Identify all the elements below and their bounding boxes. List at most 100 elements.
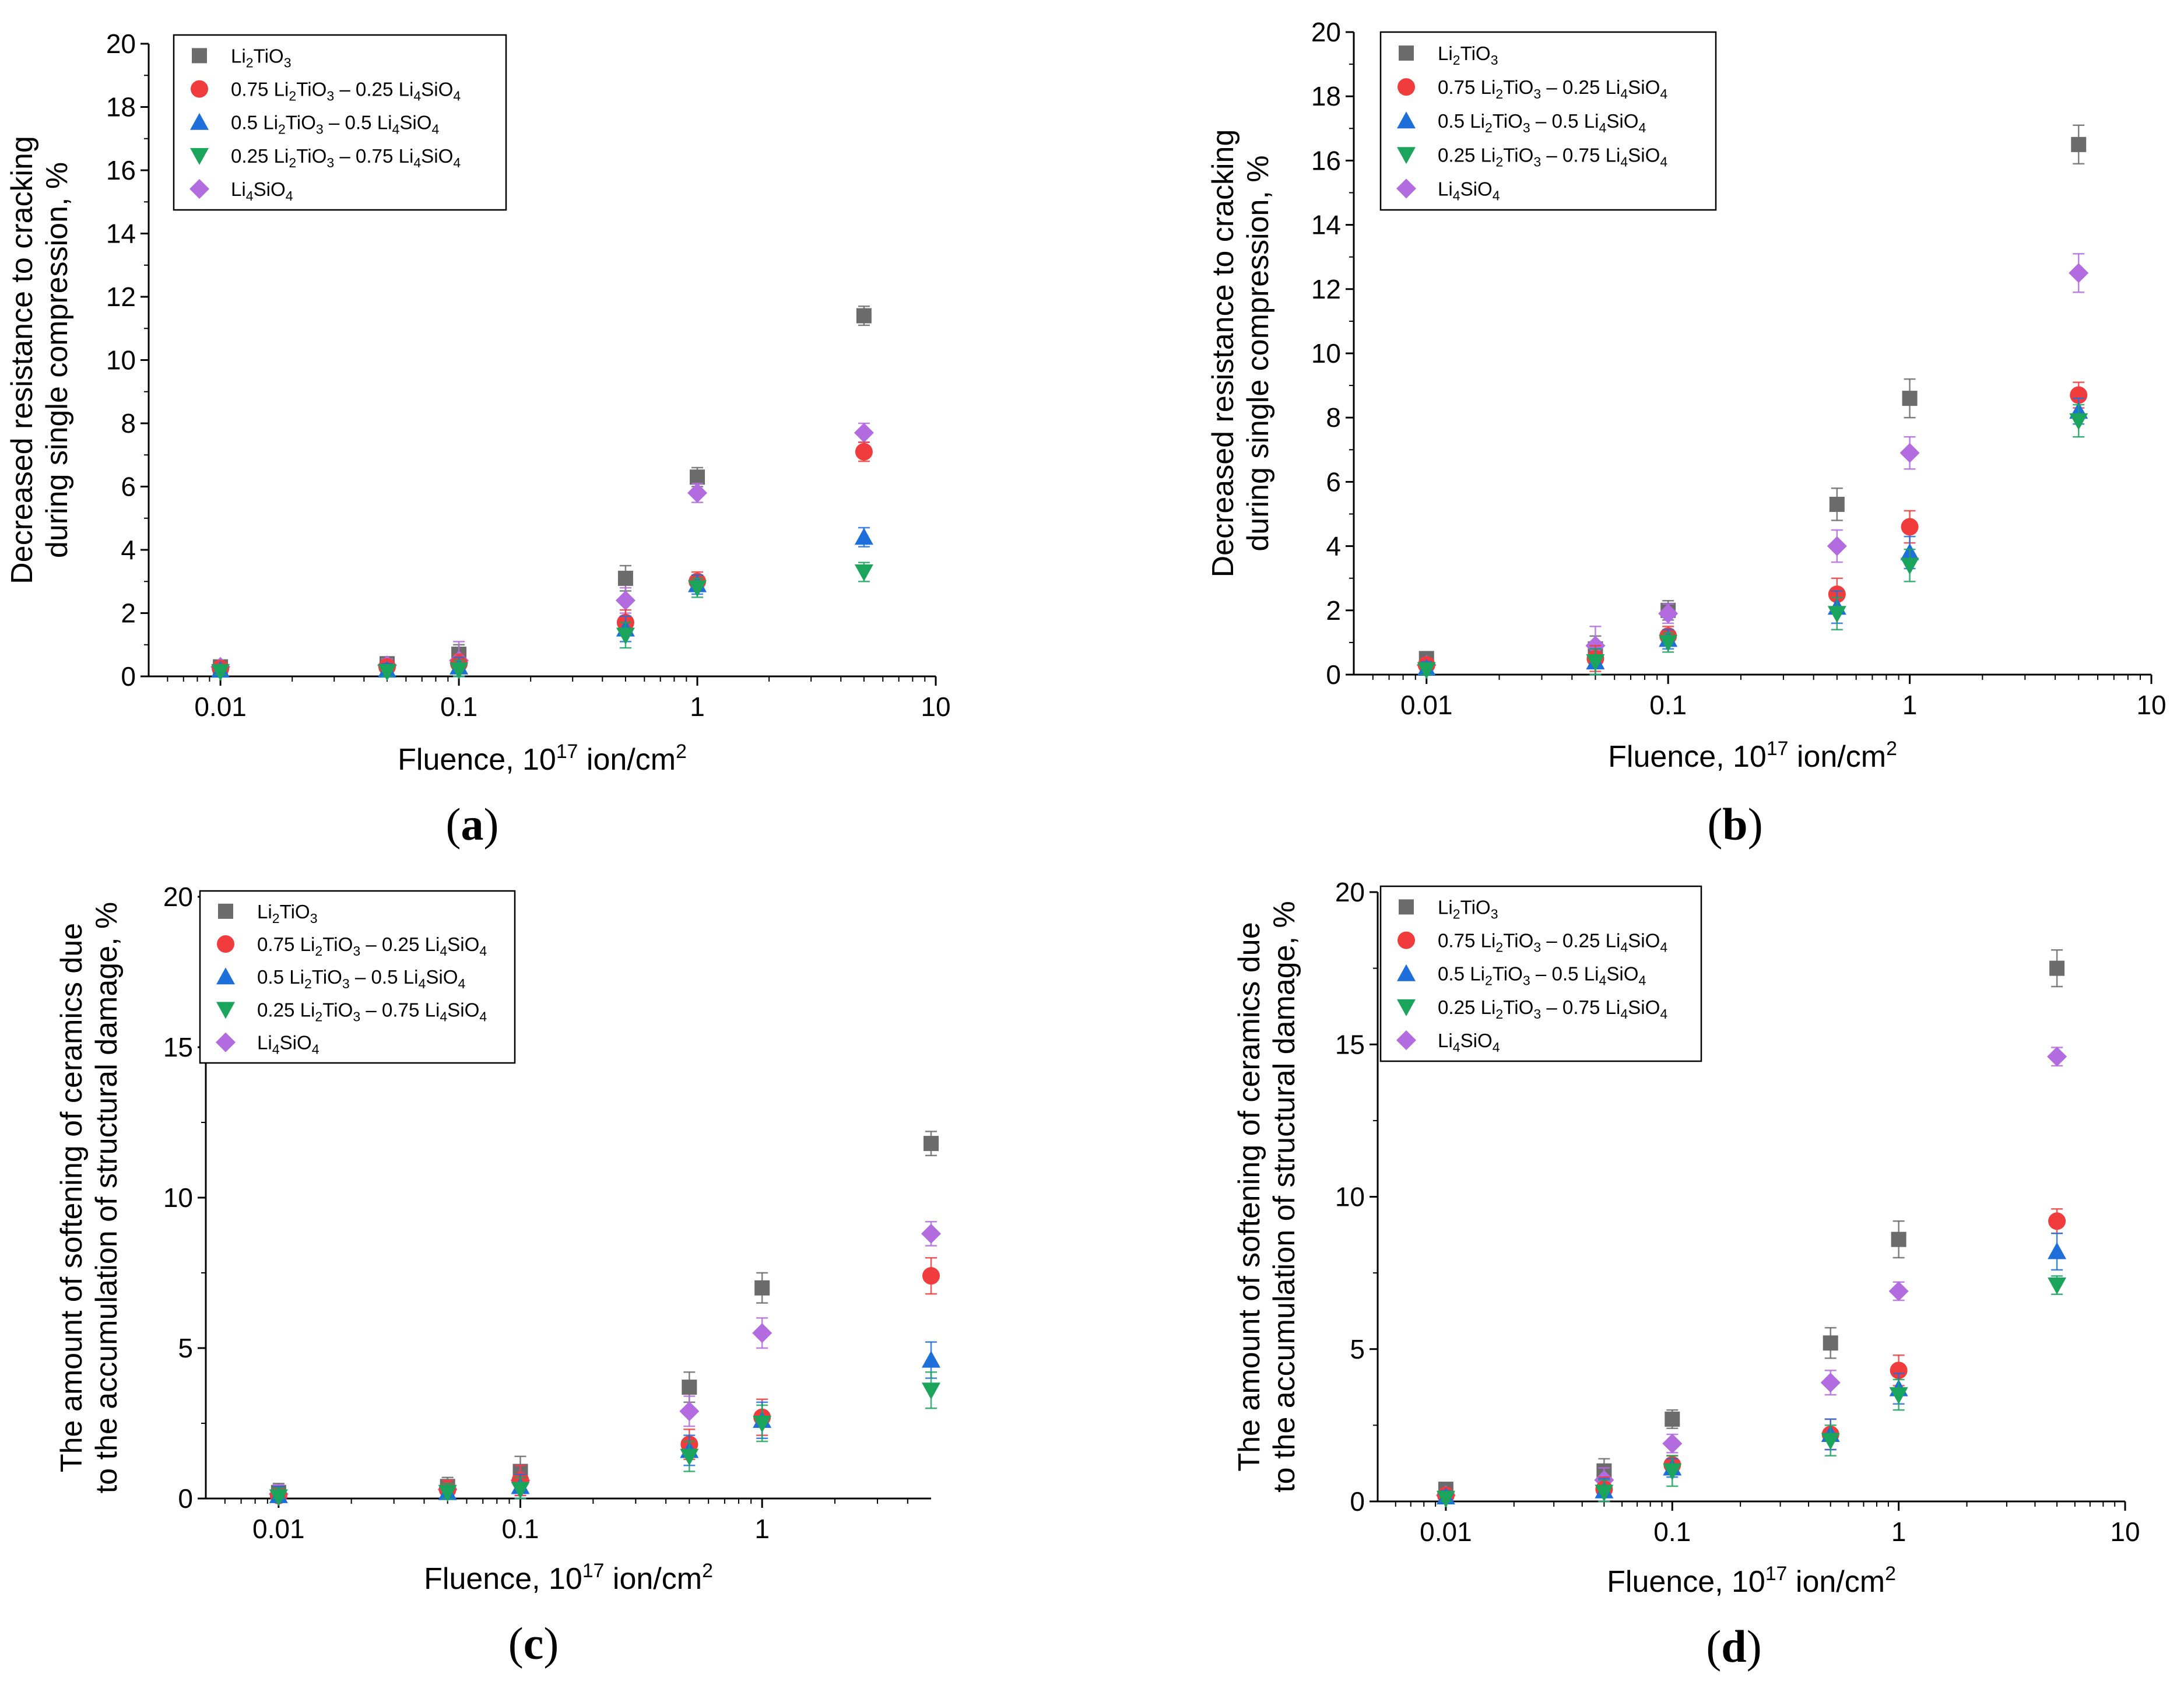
data-point (438, 1485, 457, 1502)
y-tick-label: 8 (1326, 402, 1341, 433)
x-tick-label: 0.01 (252, 1514, 305, 1544)
y-tick-label: 16 (106, 155, 136, 185)
data-point (854, 528, 873, 545)
y-tick-label: 0 (1326, 659, 1341, 690)
legend-box (1379, 31, 1717, 211)
legend-label: 0.5 Li2TiO3 – 0.5 Li4SiO4 (231, 113, 440, 137)
legend-marker (1397, 999, 1416, 1016)
data-point (2048, 1278, 2067, 1295)
legend-label: Li4SiO4 (1438, 1030, 1500, 1055)
data-point (450, 662, 469, 680)
data-point (1821, 1433, 1840, 1450)
y-tick-label: 2 (1326, 595, 1341, 626)
panel-label: (c) (508, 1618, 559, 1669)
y-axis-label: The amount of softening of ceramics due (55, 923, 89, 1472)
legend-marker (1399, 899, 1414, 915)
y-tick-label: 15 (1335, 1029, 1365, 1059)
y-tick-label: 14 (1311, 210, 1341, 240)
y-axis-label: Decreased resistance to cracking (1206, 129, 1240, 578)
legend-box (1379, 885, 1702, 1062)
data-point (855, 443, 873, 461)
chart-panel-c: 0 5 10 15 20 0.01 0.1 1 Fluence, 1017 ion/cm2 The… (55, 882, 941, 1669)
y-tick-label: 0 (1350, 1486, 1365, 1517)
y-tick-label: 10 (163, 1182, 193, 1213)
y-tick-label: 14 (106, 219, 136, 249)
x-tick-label: 1 (1902, 690, 1918, 720)
data-point (679, 1401, 700, 1422)
y-tick-label: 10 (1335, 1182, 1365, 1212)
data-point (1890, 1361, 1908, 1380)
y-axis-label: during single compression, % (40, 162, 74, 558)
data-point (922, 1350, 940, 1368)
data-point (2069, 263, 2089, 283)
legend-marker (1396, 178, 1416, 199)
legend-marker (1399, 45, 1414, 61)
data-point (1829, 496, 1845, 512)
legend-marker (192, 48, 207, 64)
legend-marker (191, 80, 208, 98)
data-point (1586, 654, 1605, 671)
data-point (269, 1489, 288, 1507)
data-point (1663, 1463, 1682, 1480)
y-tick-label: 0 (121, 661, 136, 692)
data-point (615, 590, 635, 610)
data-point (211, 664, 230, 681)
data-point (1659, 634, 1678, 652)
data-point (1665, 1411, 1680, 1427)
x-tick-label: 0.1 (440, 692, 477, 722)
x-tick-label: 0.01 (1400, 690, 1453, 720)
data-point (1595, 1485, 1614, 1502)
chart-panel-b: 0 2 4 6 8 10 12 14 16 18 20 0.01 0.1 1 10 Fluence, 1017… (1206, 17, 2167, 850)
legend-label: 0.5 Li2TiO3 – 0.5 Li4SiO4 (1438, 964, 1646, 988)
data-point (2071, 136, 2087, 152)
x-tick-label: 10 (2110, 1517, 2140, 1547)
y-axis-label: during single compression, % (1241, 155, 1275, 551)
y-tick-label: 6 (1326, 466, 1341, 497)
legend-label: Li2TiO3 (1438, 43, 1498, 68)
y-axis-label: The amount of softening of ceramics due (1233, 922, 1266, 1471)
y-tick-label: 6 (121, 472, 136, 502)
data-point (2048, 1242, 2067, 1259)
legend-marker (1396, 1030, 1416, 1050)
y-tick-label: 10 (1311, 338, 1341, 369)
legend-marker (1397, 111, 1416, 129)
legend-marker (216, 1032, 236, 1052)
legend-box (173, 34, 507, 211)
data-point (1658, 603, 1679, 624)
y-tick-label: 2 (121, 598, 136, 629)
panel-label: (b) (1707, 799, 1762, 850)
data-point (1827, 536, 1847, 556)
data-point (680, 1448, 699, 1466)
data-point (1902, 391, 1918, 406)
x-tick-label: 1 (1891, 1517, 1906, 1547)
data-point (511, 1482, 530, 1499)
y-tick-label: 18 (1311, 81, 1341, 111)
legend-label: 0.5 Li2TiO3 – 0.5 Li4SiO4 (1438, 111, 1646, 135)
data-point (2070, 386, 2088, 404)
x-tick-label: 10 (2136, 690, 2166, 720)
panel-label: (d) (1706, 1621, 1761, 1672)
data-point (1820, 1373, 1841, 1393)
legend-marker (1397, 964, 1416, 981)
data-point (1436, 1490, 1455, 1508)
chart-panel-d: 0 5 10 15 20 0.01 0.1 1 10 Fluence, 1017 ion/cm2 T… (1233, 877, 2140, 1672)
legend-marker (1398, 78, 1415, 96)
data-point (921, 1223, 941, 1244)
y-tick-label: 16 (1311, 145, 1341, 176)
data-point (856, 308, 872, 324)
legend-label: Li4SiO4 (231, 179, 293, 203)
data-point (1417, 662, 1436, 679)
data-point (2049, 960, 2065, 976)
legend-label: Li2TiO3 (257, 901, 317, 926)
data-point (687, 483, 708, 503)
y-tick-label: 0 (178, 1483, 193, 1514)
data-point (2069, 413, 2088, 430)
x-axis-label: Fluence, 1017 ion/cm2 (1607, 1563, 1896, 1599)
x-tick-label: 0.01 (194, 692, 247, 722)
data-point (690, 469, 705, 485)
legend-label: 0.25 Li2TiO3 – 0.75 Li4SiO4 (257, 999, 487, 1024)
x-tick-label: 1 (690, 692, 705, 722)
legend-label: Li4SiO4 (1438, 178, 1500, 203)
x-tick-label: 0.1 (1649, 690, 1687, 720)
x-axis-label: Fluence, 1017 ion/cm2 (1608, 738, 1897, 774)
